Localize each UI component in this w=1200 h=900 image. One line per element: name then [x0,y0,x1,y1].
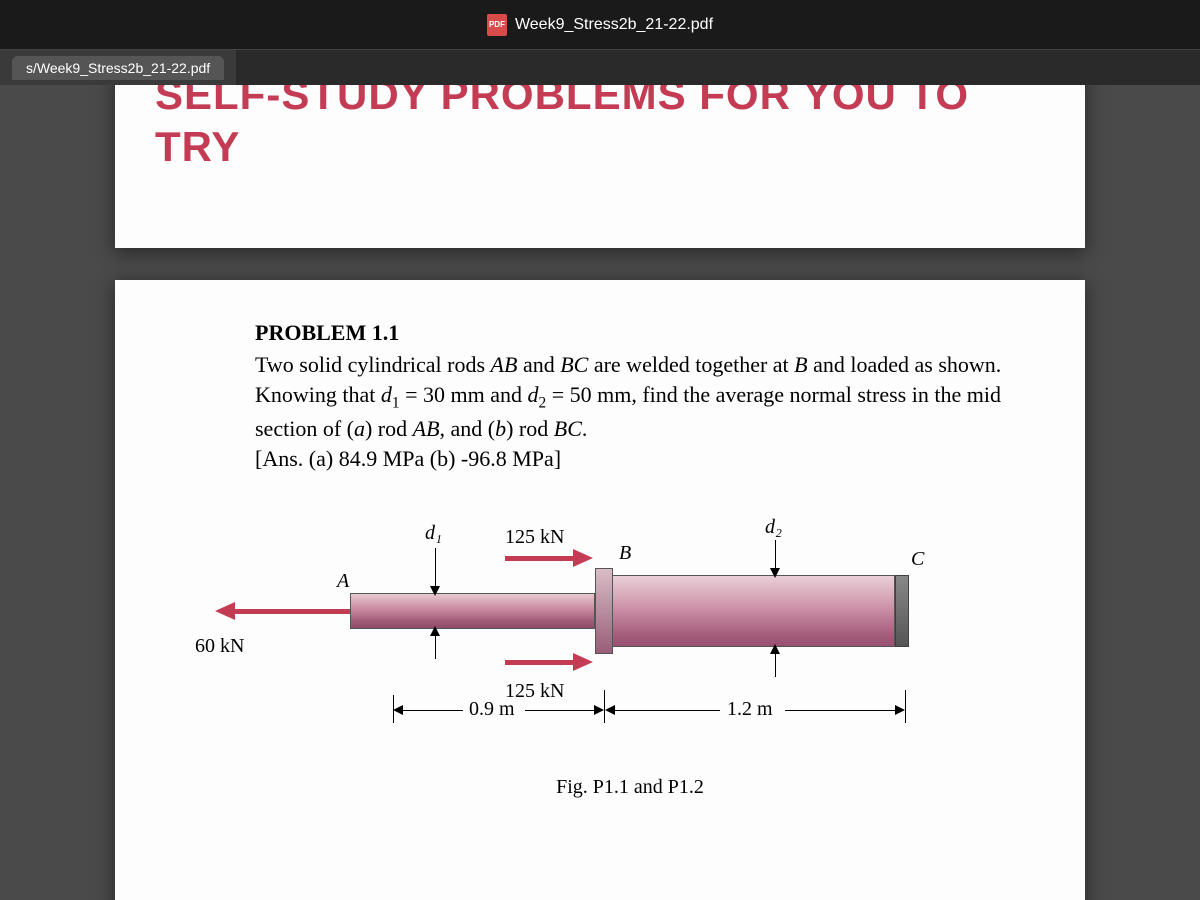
label-125kn-top: 125 kN [505,526,564,549]
dim-ab-arrow-r [594,705,604,715]
problem-title: PROBLEM 1.1 [255,320,1045,346]
dim-bc-line-l [615,710,720,711]
self-study-heading-line1: SELF-STUDY PROBLEMS FOR YOU TO [155,85,1045,119]
label-A: A [337,570,349,593]
arrow-125kn-top-head [573,549,593,567]
arrow-125kn-bot-shaft [505,660,575,665]
self-study-heading-line2: TRY [155,123,1045,171]
dim-ab-arrow-l [393,705,403,715]
arrow-60kn-shaft [233,609,350,614]
dim-ab-line-r [525,710,595,711]
label-B: B [619,542,631,565]
rod-ab [350,593,595,629]
d2-arrow-up [770,644,780,654]
tab-document[interactable]: s/Week9_Stress2b_21-22.pdf [12,56,224,80]
dim-bc-tick-right [905,690,906,723]
label-1-2m: 1.2 m [727,698,773,721]
end-c [895,575,909,647]
label-60kn: 60 kN [195,635,244,658]
figure-caption: Fig. P1.1 and P1.2 [215,776,1045,799]
problem-statement: Two solid cylindrical rods AB and BC are… [255,350,1045,444]
rod-bc [605,575,895,647]
label-d1: d₁ [425,522,442,545]
dim-ab-line-l [403,710,463,711]
dim-bc-line-r [785,710,895,711]
label-0-9m: 0.9 m [469,698,515,721]
dim-bc-arrow-l [605,705,615,715]
arrow-60kn-head [215,602,235,620]
d1-arrow-up [430,626,440,636]
d1-arrow-down [430,586,440,596]
title-bar: PDF Week9_Stress2b_21-22.pdf [0,0,1200,50]
arrow-125kn-bot-head [573,653,593,671]
label-C: C [911,548,924,571]
tab-bar: s/Week9_Stress2b_21-22.pdf [0,50,236,85]
pdf-icon: PDF [487,14,507,36]
flange-b [595,568,613,654]
label-d2: d₂ [765,516,782,539]
page-current: PROBLEM 1.1 Two solid cylindrical rods A… [115,280,1085,900]
problem-answers: [Ans. (a) 84.9 MPa (b) -96.8 MPa] [255,446,1045,472]
page-previous: SELF-STUDY PROBLEMS FOR YOU TO TRY [115,85,1085,248]
document-viewer[interactable]: SELF-STUDY PROBLEMS FOR YOU TO TRY PROBL… [0,85,1200,900]
dim-bc-arrow-r [895,705,905,715]
window-title: Week9_Stress2b_21-22.pdf [515,16,713,34]
d2-arrow-down [770,568,780,578]
figure-p1-1: 60 kN 125 kN 125 kN A B C d₁ d₂ [145,490,905,770]
arrow-125kn-top-shaft [505,556,575,561]
